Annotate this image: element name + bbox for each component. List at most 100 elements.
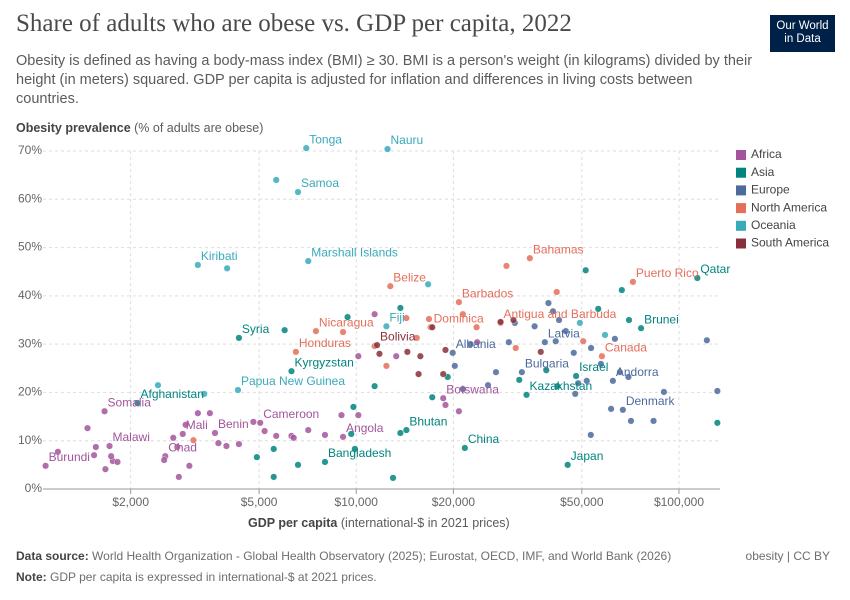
point-label: Barbados xyxy=(462,286,513,300)
point-label: Benin xyxy=(218,417,249,431)
point xyxy=(441,346,449,354)
point xyxy=(206,409,214,417)
point xyxy=(189,436,197,444)
point-label: Nauru xyxy=(391,133,424,147)
point-label: Qatar xyxy=(700,262,730,276)
point xyxy=(234,386,242,394)
note: Note: GDP per capita is expressed in int… xyxy=(16,570,377,584)
point-label: Bolivia xyxy=(380,329,416,343)
point-label: Mali xyxy=(186,418,208,432)
point xyxy=(518,368,526,376)
point xyxy=(84,424,92,432)
point xyxy=(512,344,520,352)
point-label: Bhutan xyxy=(409,414,447,428)
point-label: Angola xyxy=(346,421,384,435)
point xyxy=(312,327,320,335)
point xyxy=(637,324,645,332)
legend-label: South America xyxy=(751,236,829,250)
point xyxy=(253,453,261,461)
point-label: Malawi xyxy=(113,430,150,444)
point xyxy=(106,442,114,450)
point xyxy=(609,377,617,385)
point xyxy=(386,282,394,290)
chart: 0% 10% 20% 30% 40% 50% 60% 70% $2,000 $5,000 $10,0… xyxy=(18,132,829,509)
point-label: Puerto Rico xyxy=(636,266,699,280)
point-label: Nicaragua xyxy=(319,315,374,329)
point xyxy=(347,430,355,438)
point xyxy=(321,431,329,439)
point-label: Japan xyxy=(571,449,604,463)
point xyxy=(650,417,658,425)
point xyxy=(553,288,561,296)
point-label: Kyrgyzstan xyxy=(294,355,353,369)
logo-line: in Data xyxy=(784,33,821,45)
legend-label: Africa xyxy=(751,147,782,161)
point xyxy=(570,349,578,357)
x-axis-note: (international-$ in 2021 prices) xyxy=(340,516,510,530)
point xyxy=(290,434,298,442)
point xyxy=(598,352,606,360)
point xyxy=(294,188,302,196)
point xyxy=(572,372,580,380)
legend-label: Oceania xyxy=(751,218,796,232)
point xyxy=(537,348,545,356)
chart-title: Share of adults who are obese vs. GDP pe… xyxy=(16,10,572,37)
point xyxy=(382,362,390,370)
point xyxy=(392,352,400,360)
legend-label: Asia xyxy=(751,165,775,179)
point xyxy=(553,382,561,390)
point xyxy=(222,442,230,450)
y-tick-label: 40% xyxy=(18,288,42,302)
x-axis-title: GDP per capita (international-$ in 2021 … xyxy=(248,516,510,530)
point xyxy=(179,430,187,438)
point xyxy=(601,331,609,339)
point xyxy=(351,445,359,453)
point-label: Andorra xyxy=(616,365,659,379)
point xyxy=(587,344,595,352)
x-tick-label: $100,000 xyxy=(654,495,704,509)
point xyxy=(713,419,721,427)
x-tick-label: $2,000 xyxy=(112,495,149,509)
point xyxy=(302,144,310,152)
legend-label: North America xyxy=(751,200,827,214)
point-label: Bangladesh xyxy=(328,446,391,460)
point xyxy=(455,407,463,415)
y-axis-title: Obesity prevalence (% of adults are obes… xyxy=(16,121,263,135)
point xyxy=(371,382,379,390)
source-label: Data source: xyxy=(16,549,89,563)
point xyxy=(451,362,459,370)
point xyxy=(627,417,635,425)
point xyxy=(542,366,550,374)
point xyxy=(200,390,208,398)
source-text: World Health Organization - Global Healt… xyxy=(92,549,672,563)
chart-subtitle: Obesity is defined as having a body-mass… xyxy=(16,53,753,107)
point xyxy=(441,401,449,409)
point xyxy=(660,388,668,396)
point xyxy=(211,429,219,437)
point xyxy=(461,444,469,452)
point xyxy=(402,426,410,434)
y-axis-label: Obesity prevalence xyxy=(16,121,131,135)
point xyxy=(629,278,637,286)
point xyxy=(396,304,404,312)
x-tick-label: $50,000 xyxy=(560,495,604,509)
point xyxy=(413,334,421,342)
point xyxy=(235,440,243,448)
point-label: Tonga xyxy=(309,132,342,146)
point xyxy=(272,176,280,184)
logo[interactable]: Our World in Data xyxy=(770,15,835,52)
y-tick-label: 20% xyxy=(18,385,42,399)
y-tick-label: 0% xyxy=(25,481,43,495)
point xyxy=(169,434,177,442)
point xyxy=(619,406,627,414)
point xyxy=(555,316,563,324)
point xyxy=(194,261,202,269)
point-label: Canada xyxy=(605,340,647,354)
point-label: China xyxy=(468,432,500,446)
point xyxy=(339,433,347,441)
point xyxy=(249,418,257,426)
point xyxy=(439,370,447,378)
point xyxy=(607,405,615,413)
point xyxy=(54,448,62,456)
point xyxy=(384,145,392,153)
